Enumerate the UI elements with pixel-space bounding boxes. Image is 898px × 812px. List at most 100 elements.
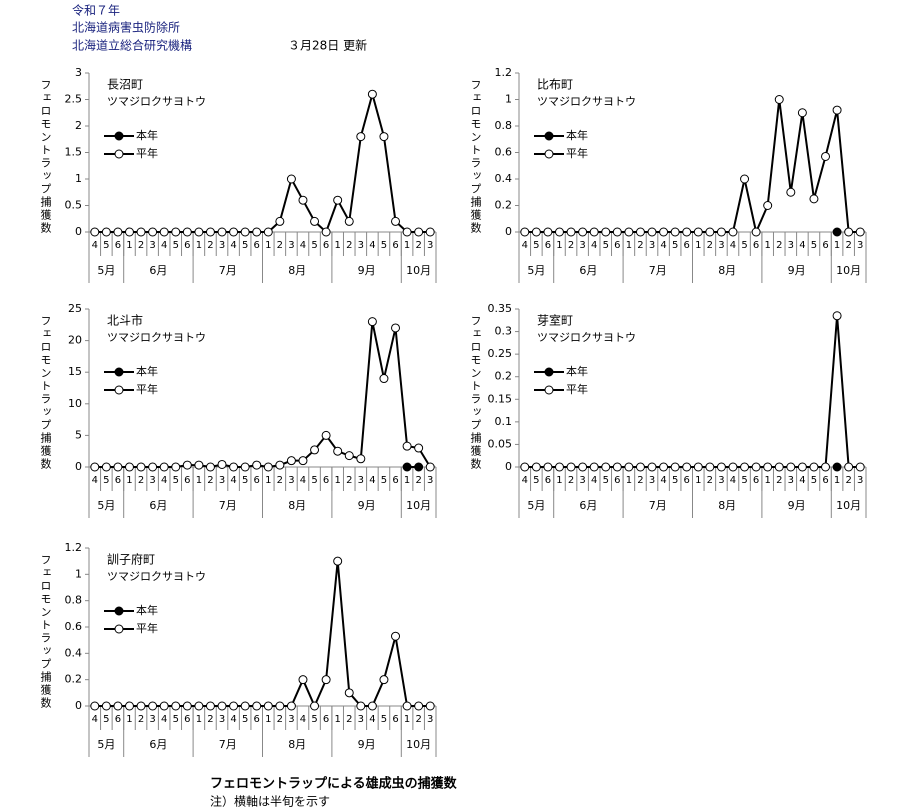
data-point <box>263 462 273 472</box>
x-tick-label: 4 <box>369 714 375 725</box>
data-point <box>832 105 842 115</box>
x-tick-label: 6 <box>115 475 121 486</box>
data-point <box>624 227 634 237</box>
data-point <box>90 227 100 237</box>
x-tick-label: 4 <box>161 714 167 725</box>
data-point <box>101 462 111 472</box>
y-axis-label: フェロモントラップ捕獲数 <box>469 79 482 235</box>
x-tick-label: 1 <box>764 240 770 251</box>
data-point <box>171 701 181 711</box>
data-point <box>543 227 553 237</box>
x-tick-label: 2 <box>277 475 283 486</box>
x-tick-label: 6 <box>184 475 190 486</box>
x-tick-label: 6 <box>545 475 551 486</box>
y-tick-label: 20 <box>68 334 82 347</box>
x-tick-label: 4 <box>591 240 597 251</box>
x-tick-label: 5 <box>173 240 179 251</box>
legend-label: 平年 <box>136 621 158 635</box>
data-point <box>751 227 761 237</box>
x-tick-label: 3 <box>857 475 863 486</box>
x-tick-label: 5 <box>741 475 747 486</box>
x-tick-label: 2 <box>138 240 144 251</box>
x-tick-label: 2 <box>207 240 213 251</box>
x-tick-label: 5 <box>811 475 817 486</box>
y-tick-label: 0.4 <box>65 646 83 659</box>
data-point <box>659 227 669 237</box>
x-tick-label: 3 <box>649 475 655 486</box>
x-group-label: 6月 <box>149 499 167 512</box>
y-tick-label: 3 <box>75 66 82 79</box>
y-tick-label: 0.25 <box>488 347 513 360</box>
x-group-label: 7月 <box>219 264 237 277</box>
data-point <box>716 462 726 472</box>
y-axis-label: フェロモントラップ捕獲数 <box>39 79 52 235</box>
data-point <box>855 462 865 472</box>
y-tick-label: 0 <box>75 699 82 712</box>
data-point <box>402 462 412 472</box>
x-tick-label: 4 <box>92 475 98 486</box>
data-point <box>298 456 308 466</box>
data-point <box>832 462 842 472</box>
update-date: ３月28日 更新 <box>288 38 367 53</box>
y-tick-label: 1 <box>75 567 82 580</box>
x-group-label: 7月 <box>219 738 237 751</box>
legend-marker <box>114 131 124 141</box>
x-tick-label: 5 <box>741 240 747 251</box>
data-point <box>763 462 773 472</box>
data-point <box>136 227 146 237</box>
data-point <box>635 227 645 237</box>
x-group-label: 5月 <box>97 738 115 751</box>
chart-title: 訓子府町 <box>107 552 155 567</box>
data-point <box>601 227 611 237</box>
x-tick-label: 5 <box>173 475 179 486</box>
data-point <box>101 701 111 711</box>
x-tick-label: 6 <box>753 240 759 251</box>
data-point <box>414 227 424 237</box>
legend-label: 平年 <box>136 382 158 396</box>
data-point <box>589 462 599 472</box>
data-point <box>159 227 169 237</box>
data-point <box>809 462 819 472</box>
x-tick-label: 2 <box>415 475 421 486</box>
data-point <box>367 701 377 711</box>
x-tick-label: 2 <box>707 240 713 251</box>
data-point <box>774 95 784 104</box>
x-tick-label: 5 <box>533 475 539 486</box>
data-point <box>194 701 204 711</box>
x-tick-label: 4 <box>230 714 236 725</box>
x-tick-label: 2 <box>277 714 283 725</box>
x-group-label: 9月 <box>358 499 376 512</box>
data-point <box>414 701 424 711</box>
x-tick-label: 6 <box>684 240 690 251</box>
legend-label: 本年 <box>566 128 588 142</box>
data-point <box>414 443 424 453</box>
x-tick-label: 1 <box>404 714 410 725</box>
x-tick-label: 6 <box>545 240 551 251</box>
x-tick-label: 6 <box>392 240 398 251</box>
x-tick-label: 6 <box>822 475 828 486</box>
x-group-label: 5月 <box>527 264 545 277</box>
legend-label: 平年 <box>136 146 158 160</box>
data-point <box>693 227 703 237</box>
data-point <box>310 445 320 455</box>
y-tick-label: 0.35 <box>488 302 513 315</box>
x-tick-label: 5 <box>811 240 817 251</box>
x-tick-label: 3 <box>649 240 655 251</box>
data-point <box>171 227 181 237</box>
data-point <box>194 460 204 470</box>
x-tick-label: 1 <box>626 475 632 486</box>
data-point <box>298 675 308 685</box>
y-tick-label: 1.5 <box>65 146 83 159</box>
data-point <box>786 462 796 472</box>
x-tick-label: 1 <box>265 240 271 251</box>
x-tick-label: 5 <box>103 475 109 486</box>
data-point <box>728 462 738 472</box>
y-tick-label: 1 <box>75 172 82 185</box>
x-group-label: 9月 <box>358 264 376 277</box>
data-point <box>124 227 134 237</box>
data-point <box>298 195 308 205</box>
y-axis-label: フェロモントラップ捕獲数 <box>469 315 482 471</box>
series-line <box>94 90 431 234</box>
data-point <box>693 462 703 472</box>
x-tick-label: 6 <box>184 714 190 725</box>
